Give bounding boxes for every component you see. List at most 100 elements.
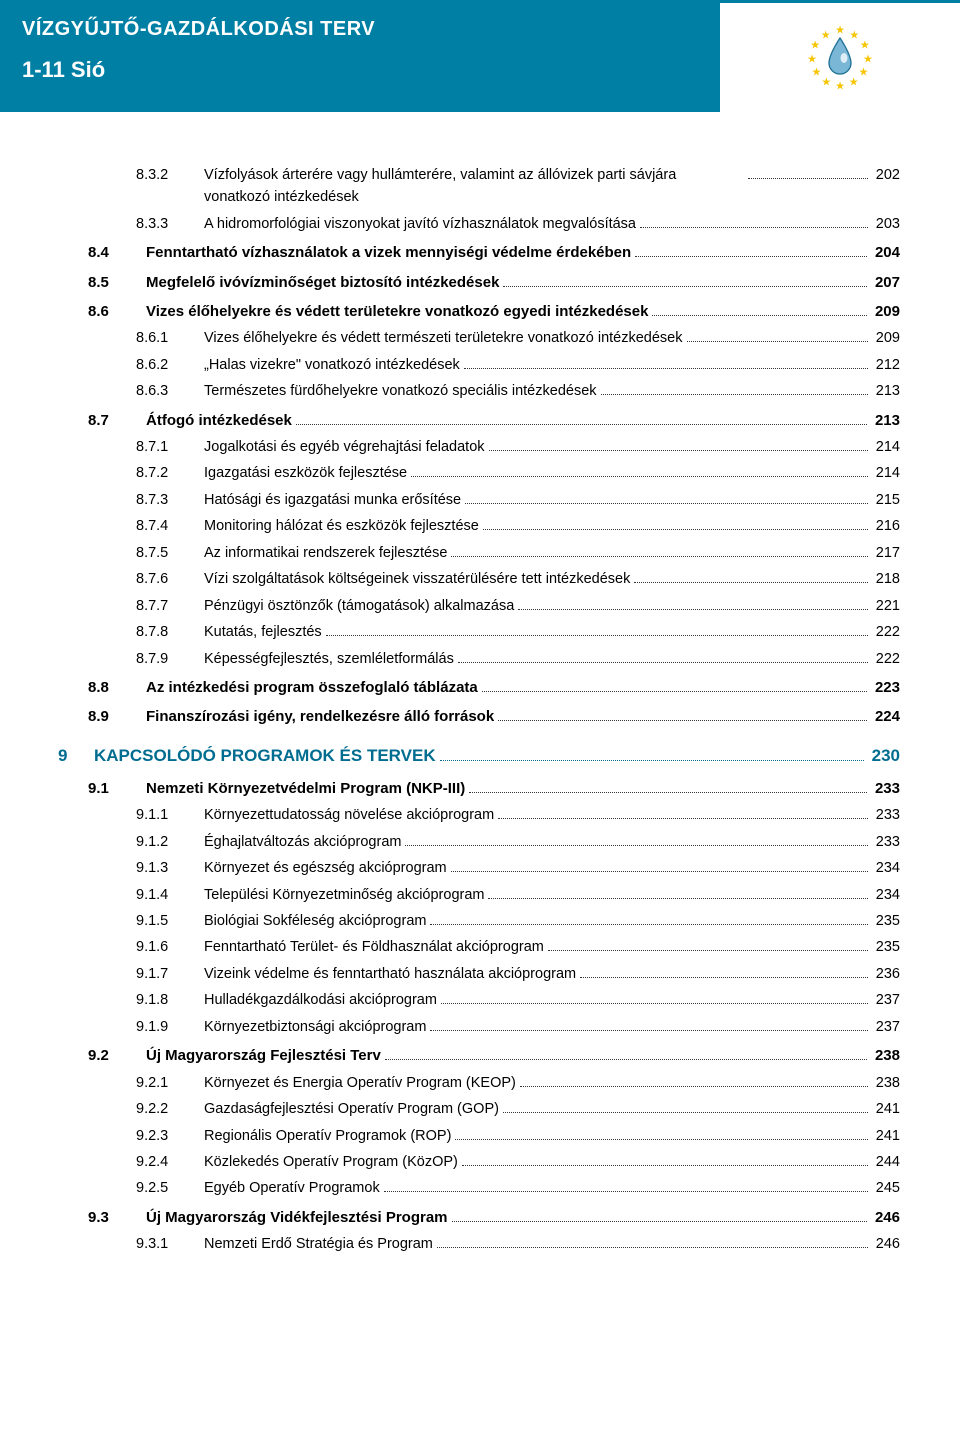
toc-page-number: 241 [872, 1125, 900, 1147]
toc-number: 8.7.6 [136, 568, 204, 590]
toc-number: 8.5 [88, 271, 146, 294]
toc-entry: 9.2.5Egyéb Operatív Programok245 [58, 1177, 900, 1199]
toc-leader-dots [518, 597, 868, 609]
toc-leader-dots [455, 1127, 867, 1139]
toc-leader-dots [452, 1209, 867, 1222]
toc-label: Közlekedés Operatív Program (KözOP) [204, 1151, 458, 1173]
toc-page-number: 230 [868, 743, 900, 769]
toc-page-number: 213 [871, 409, 900, 432]
toc-page-number: 207 [871, 271, 900, 294]
toc-label: Természetes fürdőhelyekre vonatkozó spec… [204, 380, 597, 402]
toc-page-number: 218 [872, 568, 900, 590]
toc-number: 9.1.9 [136, 1016, 204, 1038]
toc-number: 9.1.7 [136, 963, 204, 985]
toc-page-number: 224 [871, 705, 900, 728]
toc-number: 8.6.3 [136, 380, 204, 402]
toc-page-number: 216 [872, 515, 900, 537]
toc-label: „Halas vizekre" vonatkozó intézkedések [204, 354, 460, 376]
toc-leader-dots [440, 746, 864, 760]
toc-page-number: 236 [872, 963, 900, 985]
toc-number: 9.1.3 [136, 857, 204, 879]
toc-page-number: 237 [872, 989, 900, 1011]
toc-label: Jogalkotási és egyéb végrehajtási felada… [204, 436, 485, 458]
toc-entry: 8.3.2Vízfolyások árterére vagy hullámter… [58, 164, 900, 209]
toc-number: 8.9 [88, 705, 146, 728]
toc-label: Átfogó intézkedések [146, 409, 292, 432]
toc-page-number: 244 [872, 1151, 900, 1173]
toc-leader-dots [441, 992, 868, 1004]
toc-page-number: 246 [871, 1206, 900, 1229]
toc-leader-dots [462, 1154, 868, 1166]
toc-entry: 9.2.2Gazdaságfejlesztési Operatív Progra… [58, 1098, 900, 1120]
toc-number: 9.1.2 [136, 831, 204, 853]
toc-page-number: 215 [872, 489, 900, 511]
toc-label: Települési Környezetminőség akcióprogram [204, 884, 484, 906]
toc-leader-dots [430, 1019, 867, 1031]
toc-label: Fenntartható Terület- és Földhasználat a… [204, 936, 544, 958]
toc-leader-dots [503, 1101, 868, 1113]
toc-label: Finanszírozási igény, rendelkezésre álló… [146, 705, 494, 728]
toc-leader-dots [601, 383, 868, 395]
toc-label: Pénzügyi ösztönzők (támogatások) alkalma… [204, 595, 514, 617]
toc-number: 9.2 [88, 1044, 146, 1067]
toc-entry: 9.1.9Környezetbiztonsági akcióprogram237 [58, 1016, 900, 1038]
toc-page-number: 213 [872, 380, 900, 402]
toc-leader-dots [488, 886, 867, 898]
toc-leader-dots [652, 303, 867, 316]
toc-page-number: 234 [872, 857, 900, 879]
toc-label: Új Magyarország Vidékfejlesztési Program [146, 1206, 448, 1229]
toc-number: 8.7.1 [136, 436, 204, 458]
toc-label: Vízfolyások árterére vagy hullámterére, … [204, 164, 744, 209]
toc-label: Nemzeti Erdő Stratégia és Program [204, 1233, 433, 1255]
toc-page-number: 233 [872, 831, 900, 853]
toc-leader-dots [469, 780, 867, 793]
toc-page-number: 238 [872, 1072, 900, 1094]
document-header: VÍZGYŰJTŐ-GAZDÁLKODÁSI TERV 1-11 Sió ★ ★… [0, 0, 960, 112]
toc-page-number: 234 [872, 884, 900, 906]
toc-page-number: 204 [871, 241, 900, 264]
toc-entry: 9.3.1Nemzeti Erdő Stratégia és Program24… [58, 1233, 900, 1255]
toc-number: 9.3.1 [136, 1233, 204, 1255]
toc-entry: 8.9Finanszírozási igény, rendelkezésre á… [58, 705, 900, 728]
toc-entry: 8.7.9Képességfejlesztés, szemléletformál… [58, 648, 900, 670]
toc-leader-dots [464, 356, 868, 368]
toc-number: 9.1.5 [136, 910, 204, 932]
toc-label: Regionális Operatív Programok (ROP) [204, 1125, 451, 1147]
toc-label: Környezettudatosság növelése akcióprogra… [204, 804, 494, 826]
toc-label: Környezetbiztonsági akcióprogram [204, 1016, 426, 1038]
toc-number: 8.7.5 [136, 542, 204, 564]
toc-label: Az intézkedési program összefoglaló tábl… [146, 676, 478, 699]
toc-entry: 9.1.5Biológiai Sokféleség akcióprogram23… [58, 910, 900, 932]
toc-page-number: 221 [872, 595, 900, 617]
toc-entry: 8.7.6Vízi szolgáltatások költségeinek vi… [58, 568, 900, 590]
toc-number: 8.3.3 [136, 213, 204, 235]
toc-entry: 8.7.8Kutatás, fejlesztés222 [58, 621, 900, 643]
toc-page-number: 235 [872, 910, 900, 932]
toc-leader-dots [520, 1074, 868, 1086]
toc-number: 8.7.3 [136, 489, 204, 511]
toc-page-number: 241 [872, 1098, 900, 1120]
toc-leader-dots [548, 939, 868, 951]
toc-label: Környezet és Energia Operatív Program (K… [204, 1072, 516, 1094]
toc-page-number: 202 [872, 164, 900, 186]
toc-entry: 9.1.7Vizeink védelme és fenntartható has… [58, 963, 900, 985]
header-title: VÍZGYŰJTŐ-GAZDÁLKODÁSI TERV [22, 18, 698, 41]
toc-entry: 9.2Új Magyarország Fejlesztési Terv238 [58, 1044, 900, 1067]
toc-label: Az informatikai rendszerek fejlesztése [204, 542, 447, 564]
toc-label: Vizeink védelme és fenntartható használa… [204, 963, 576, 985]
toc-leader-dots [451, 544, 867, 556]
toc-page-number: 223 [871, 676, 900, 699]
toc-entry: 8.4Fenntartható vízhasználatok a vizek m… [58, 241, 900, 264]
toc-label: Új Magyarország Fejlesztési Terv [146, 1044, 381, 1067]
toc-leader-dots [296, 412, 867, 425]
toc-leader-dots [498, 709, 867, 722]
toc-label: Megfelelő ivóvízminőséget biztosító inté… [146, 271, 499, 294]
toc-number: 9.1.6 [136, 936, 204, 958]
toc-entry: 9.1.2Éghajlatváltozás akcióprogram233 [58, 831, 900, 853]
toc-leader-dots [451, 860, 868, 872]
toc-page-number: 235 [872, 936, 900, 958]
toc-page-number: 233 [872, 804, 900, 826]
toc-leader-dots [458, 650, 868, 662]
toc-entry: 9.1.3Környezet és egészség akcióprogram2… [58, 857, 900, 879]
toc-label: Nemzeti Környezetvédelmi Program (NKP-II… [146, 777, 465, 800]
